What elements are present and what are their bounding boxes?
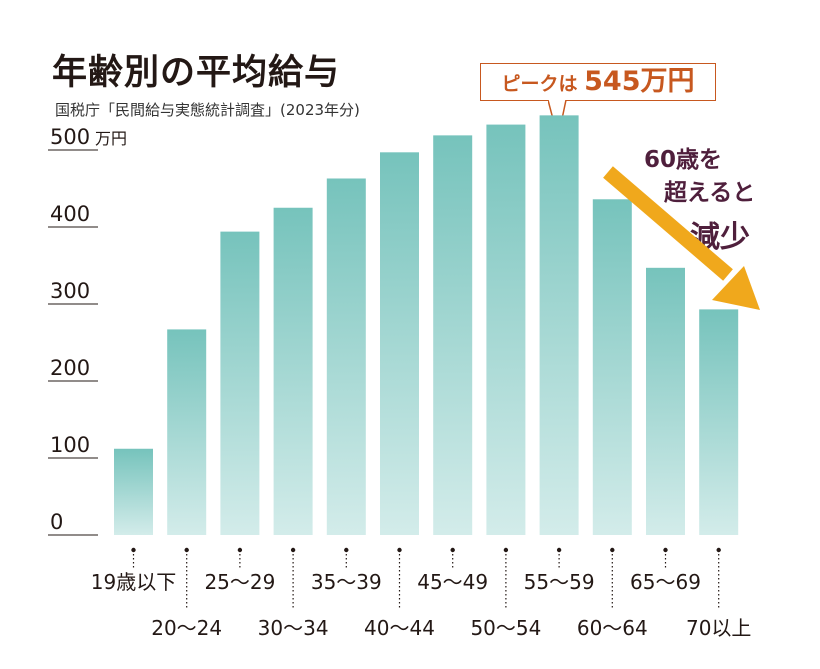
bar	[114, 448, 153, 535]
x-tick-dot	[503, 547, 509, 553]
x-tick-dot	[610, 547, 615, 553]
bar	[592, 199, 632, 535]
peak-callout-label: ピークは 545万円	[481, 64, 715, 102]
bar	[646, 267, 685, 535]
x-tick-dot	[716, 547, 721, 553]
bar	[273, 207, 313, 535]
x-tick-label: 30～34	[258, 616, 329, 640]
annotation-line2: 超えると	[664, 180, 756, 206]
x-tick-label: 19歳以下	[91, 570, 176, 594]
y-tick-label: 0	[50, 510, 63, 534]
x-tick-dot	[237, 547, 243, 553]
bar	[486, 124, 526, 535]
bar	[326, 178, 366, 536]
bar	[167, 329, 207, 535]
x-tick-dot	[450, 547, 455, 553]
peak-prefix: ピークは	[501, 73, 578, 95]
x-tick-label: 70以上	[686, 616, 751, 640]
bar	[220, 231, 260, 535]
x-tick-label: 65～69	[630, 570, 701, 594]
x-axis: 19歳以下 20～24 25～29 30～34 35～39 40～44 45～49 50～54…	[91, 547, 751, 640]
x-tick-label: 55～59	[524, 570, 595, 594]
x-tick-dot	[344, 547, 349, 553]
x-tick-label: 40～44	[364, 616, 435, 640]
peak-unit: 万円	[640, 66, 695, 97]
x-tick-label: 60～64	[577, 616, 648, 640]
y-tick-label: 300	[50, 279, 90, 303]
bar	[433, 135, 473, 535]
x-tick-label: 50～54	[470, 616, 541, 640]
y-tick-label: 500	[50, 125, 90, 149]
peak-callout: ピークは 545万円	[480, 63, 716, 101]
source-note: 国税庁「民間給与実態統計調査」(2023年分)	[55, 101, 360, 119]
x-tick-dot	[397, 547, 402, 553]
peak-value: 545	[584, 66, 641, 97]
x-tick-dot	[131, 547, 136, 553]
x-tick-dot	[556, 547, 562, 553]
x-tick-label: 45～49	[417, 570, 488, 594]
bar	[539, 115, 579, 535]
x-tick-label: 35～39	[311, 570, 382, 594]
x-tick-label: 25～29	[204, 570, 275, 594]
y-tick-label: 200	[50, 356, 90, 380]
x-tick-dot	[663, 547, 668, 553]
annotation-line1: 60歳を	[644, 147, 723, 173]
y-axis: 0 100 200 300 400 500 万円	[48, 125, 127, 536]
y-tick-label: 400	[50, 202, 90, 226]
x-tick-label: 20～24	[151, 616, 222, 640]
bar	[380, 152, 419, 535]
bar	[699, 309, 739, 535]
y-unit-label: 万円	[95, 129, 127, 148]
x-tick-dot	[184, 547, 189, 553]
x-tick-dot	[290, 547, 296, 553]
chart-title: 年齢別の平均給与	[52, 53, 341, 93]
y-tick-label: 100	[50, 433, 90, 457]
bars	[114, 115, 739, 536]
decline-arrow-icon	[603, 166, 760, 310]
